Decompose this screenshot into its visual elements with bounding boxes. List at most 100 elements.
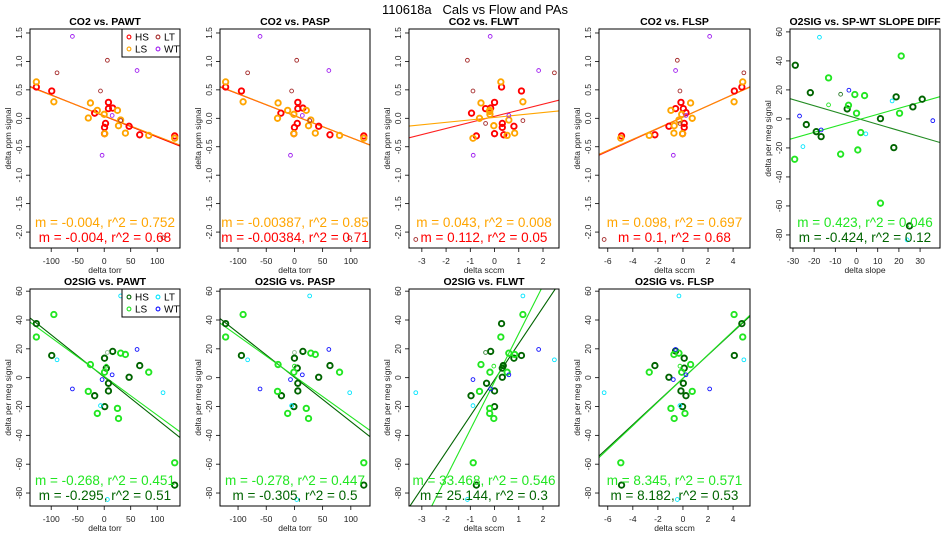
data-point-hs	[678, 403, 687, 411]
legend-label: LS	[135, 45, 148, 56]
data-point-hs	[237, 351, 246, 360]
data-point-ls	[50, 310, 58, 319]
x-tick-label: 50	[126, 256, 136, 266]
data-point-wt	[797, 113, 802, 119]
y-tick-label: 0	[774, 116, 784, 121]
x-tick-label: -4	[629, 514, 637, 524]
x-tick-label: -2	[442, 514, 450, 524]
data-point-lt	[817, 34, 822, 40]
x-tick-label: 1	[516, 256, 521, 266]
data-point-ls	[84, 114, 92, 122]
data-point-ls	[145, 131, 153, 140]
plot-frame	[29, 288, 181, 507]
x-axis-label: delta torr	[88, 265, 122, 275]
data-point-ls	[100, 110, 108, 118]
legend-marker-hs	[126, 294, 132, 300]
y-tick-label: 20	[583, 344, 593, 354]
data-point-ls	[670, 350, 678, 359]
data-point-unlabeled-dark	[105, 350, 110, 355]
data-point-ls	[290, 110, 298, 118]
y-tick-label: 1.5	[14, 27, 24, 39]
y-tick-label: -2.0	[14, 224, 24, 239]
data-point-hs	[730, 87, 738, 95]
y-tick-label: 0	[583, 375, 593, 380]
fit-annotation: m = -0.00384, r^2 = 0.71	[221, 230, 368, 245]
data-point-unlabeled-light	[826, 102, 831, 108]
data-point-ls	[84, 387, 92, 396]
figure-title: 110618a Cals vs Flow and PAs	[382, 2, 568, 17]
y-tick-label: 1.0	[14, 55, 24, 67]
fit-annotation: m = -0.305, r^2 = 0.5	[233, 488, 358, 503]
data-point-ls	[360, 459, 368, 467]
data-point-wt	[488, 386, 494, 392]
fit-annotation: m = -0.004, r^2 = 0.752	[35, 215, 175, 230]
data-point-ls	[897, 52, 905, 60]
legend-marker-wt	[155, 306, 161, 312]
plot-title: O2SIG vs. PASP	[255, 276, 335, 288]
data-point-unlabeled-light	[292, 363, 297, 369]
data-point-lt	[294, 57, 300, 63]
data-point-ls	[678, 110, 686, 118]
x-tick-label: -50	[260, 256, 273, 266]
data-point-hs	[91, 392, 99, 400]
data-point-hs	[890, 143, 898, 152]
y-axis-label: delta per meg signal	[3, 359, 13, 436]
y-tick-label: -80	[14, 487, 24, 500]
data-point-unlabeled-dark	[483, 350, 488, 355]
data-point-hs	[360, 481, 368, 489]
data-point-wt	[506, 372, 512, 378]
y-tick-label: 40	[583, 315, 593, 325]
legend-label: HS	[135, 293, 149, 304]
legend-marker-lt	[155, 294, 161, 300]
data-point-ls	[511, 350, 519, 359]
legend-box	[121, 288, 181, 318]
x-tick-label: 30	[915, 256, 925, 266]
x-tick-label: 2	[541, 514, 546, 524]
data-point-ls	[497, 333, 505, 341]
y-tick-label: 60	[393, 286, 403, 296]
data-point-hs	[482, 379, 491, 387]
data-point-wt	[288, 377, 293, 382]
data-point-unlabeled-light	[103, 363, 109, 369]
data-point-hs	[104, 98, 113, 107]
data-point-wt	[109, 372, 115, 378]
data-point-ls	[686, 99, 695, 107]
data-point-wt	[536, 347, 541, 352]
data-point-hs	[472, 481, 481, 489]
x-tick-label: 0	[102, 514, 107, 524]
x-tick-label: 100	[150, 514, 164, 524]
y-tick-label: 1.5	[583, 27, 593, 39]
data-point-ls	[304, 122, 313, 130]
x-tick-label: -100	[230, 256, 247, 266]
x-tick-label: -10	[829, 256, 842, 266]
data-point-ls	[617, 459, 625, 467]
data-point-lt	[347, 235, 353, 241]
regression-line-ls	[409, 110, 559, 127]
plot-title: O2SIG vs. FLWT	[443, 276, 525, 288]
scatter-plot: O2SIG vs. PASP -100 -50 0 50 100 -80 -60 -40 -20 0…	[193, 276, 371, 533]
data-point-hs	[498, 373, 506, 381]
scatter-plot: CO2 vs. PAWT -100 -50 0 50 100 -2.0 -1.5 -1.0 -0.…	[3, 16, 181, 275]
y-tick-label: -60	[774, 200, 784, 213]
data-point-wt	[109, 113, 115, 118]
x-tick-label: 0	[854, 256, 859, 266]
data-point-lt	[289, 403, 294, 408]
data-point-lt	[289, 88, 294, 94]
x-axis-label: delta sccm	[464, 265, 505, 275]
plot-frame	[598, 288, 751, 507]
data-point-lt	[54, 357, 60, 363]
y-tick-label: -1.0	[393, 168, 403, 183]
data-point-unlabeled-dark	[292, 350, 297, 355]
data-point-ls	[844, 101, 853, 109]
data-point-hs	[617, 481, 626, 489]
data-point-ls	[311, 129, 319, 137]
data-point-hs	[806, 89, 814, 97]
data-point-ls	[730, 310, 738, 319]
x-tick-label: 0	[492, 514, 497, 524]
data-point-hs	[136, 361, 144, 370]
data-point-hs	[326, 131, 334, 139]
data-point-hs	[498, 119, 506, 128]
data-point-lt	[601, 237, 607, 242]
regression-lines	[409, 99, 559, 139]
